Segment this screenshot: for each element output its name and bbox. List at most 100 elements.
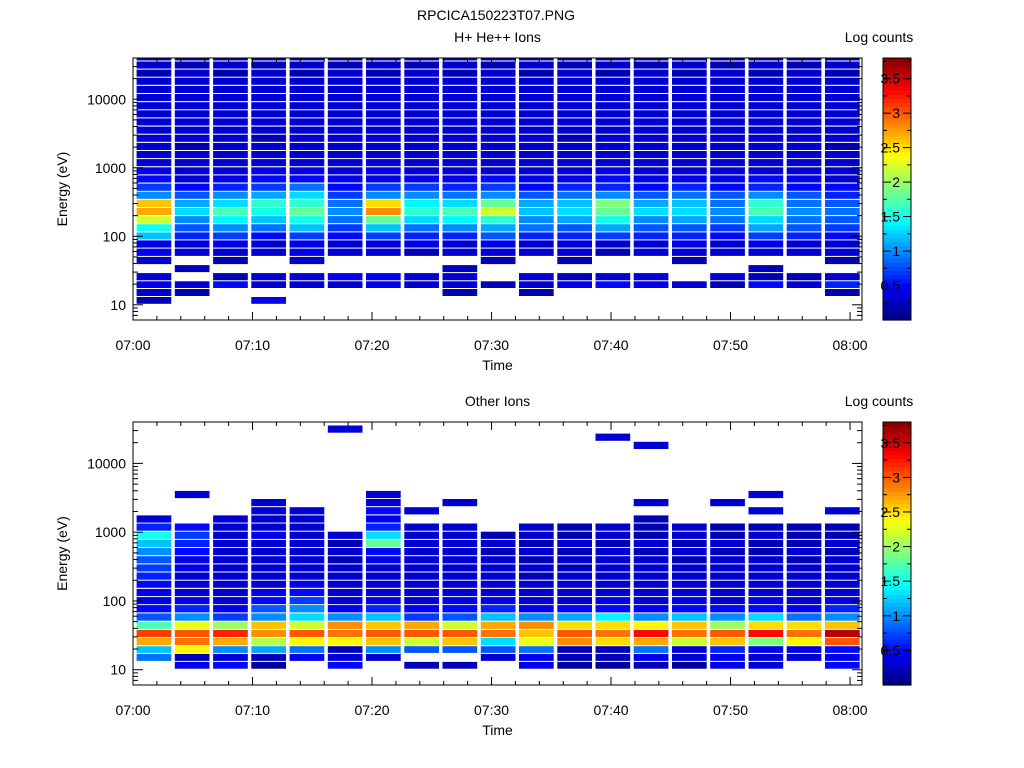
colorbar-segment bbox=[883, 643, 911, 649]
heatmap-cell bbox=[213, 597, 248, 605]
colorbar-segment bbox=[883, 287, 911, 292]
colorbar-tick-label: 1 bbox=[892, 243, 900, 259]
heatmap-cell bbox=[366, 118, 401, 126]
heatmap-cell bbox=[289, 653, 325, 661]
heatmap-cell bbox=[442, 580, 478, 588]
heatmap-cell bbox=[404, 102, 439, 110]
heatmap-cell bbox=[327, 85, 363, 93]
heatmap-cell bbox=[480, 142, 516, 150]
heatmap-cell bbox=[519, 564, 554, 572]
heatmap-cell bbox=[672, 110, 707, 118]
heatmap-cell bbox=[595, 646, 631, 653]
colorbar-segment bbox=[883, 454, 911, 460]
heatmap-cell bbox=[251, 597, 286, 605]
heatmap-cell bbox=[404, 564, 439, 572]
heatmap-cell bbox=[825, 539, 860, 548]
heatmap-cell bbox=[480, 564, 516, 572]
heatmap-cell bbox=[748, 281, 784, 288]
heatmap-cell bbox=[748, 564, 784, 572]
heatmap-cell bbox=[557, 646, 592, 653]
heatmap-cell bbox=[289, 248, 325, 256]
heatmap-cell bbox=[404, 175, 439, 183]
heatmap-cell bbox=[786, 126, 822, 134]
heatmap-cell bbox=[710, 281, 745, 288]
heatmap-cell bbox=[710, 556, 745, 564]
heatmap-cell bbox=[327, 580, 363, 588]
colorbar-tick-label: 1 bbox=[892, 608, 900, 624]
heatmap-cell bbox=[174, 621, 210, 629]
heatmap-cell bbox=[366, 159, 401, 167]
colorbar-segment bbox=[883, 438, 911, 444]
heatmap-cell bbox=[442, 556, 478, 564]
heatmap-cell bbox=[136, 531, 172, 539]
heatmap-cell bbox=[136, 110, 172, 118]
heatmap-cell bbox=[557, 191, 592, 199]
heatmap-cell bbox=[213, 110, 248, 118]
heatmap-cell bbox=[748, 175, 784, 183]
heatmap-cell bbox=[633, 531, 669, 539]
heatmap-cell bbox=[251, 556, 286, 564]
heatmap-cell bbox=[136, 621, 172, 629]
heatmap-cell bbox=[404, 232, 439, 240]
heatmap-cells bbox=[136, 425, 860, 669]
heatmap-cell bbox=[710, 167, 745, 175]
heatmap-cell bbox=[557, 134, 592, 142]
heatmap-cell bbox=[289, 613, 325, 621]
heatmap-cell bbox=[825, 126, 860, 134]
heatmap-cell bbox=[174, 613, 210, 621]
x-tick-label: 07:00 bbox=[115, 702, 150, 718]
colorbar-segment bbox=[883, 266, 911, 272]
heatmap-cell bbox=[672, 248, 707, 256]
heatmap-cell bbox=[595, 208, 631, 216]
heatmap-cell bbox=[825, 289, 860, 296]
colorbar-segment bbox=[883, 229, 911, 235]
heatmap-cell bbox=[289, 199, 325, 207]
heatmap-cell bbox=[633, 588, 669, 597]
heatmap-cell bbox=[519, 159, 554, 167]
heatmap-cell bbox=[213, 273, 248, 281]
heatmap-cell bbox=[366, 490, 401, 499]
heatmap-cell bbox=[136, 126, 172, 134]
colorbar-segment bbox=[883, 680, 911, 686]
heatmap-cell bbox=[366, 539, 401, 548]
colorbar-tick-label: 2 bbox=[892, 174, 900, 190]
heatmap-cell bbox=[327, 572, 363, 580]
heatmap-cell bbox=[174, 556, 210, 564]
colorbar-segment bbox=[883, 508, 911, 514]
heatmap-cell bbox=[213, 637, 248, 646]
heatmap-cell bbox=[174, 199, 210, 207]
heatmap-cell bbox=[557, 661, 592, 669]
heatmap-cell bbox=[480, 69, 516, 77]
heatmap-cell bbox=[174, 151, 210, 159]
heatmap-cell bbox=[366, 646, 401, 653]
colorbar-segment bbox=[883, 500, 911, 505]
heatmap-cell bbox=[327, 637, 363, 646]
plot-frame bbox=[132, 57, 863, 321]
y-tick-label: 1000 bbox=[95, 160, 126, 176]
heatmap-cell bbox=[519, 126, 554, 134]
heatmap-cell bbox=[519, 629, 554, 637]
heatmap-cell bbox=[825, 167, 860, 175]
heatmap-cell bbox=[366, 77, 401, 85]
colorbar-frame bbox=[882, 421, 912, 686]
heatmap-cell bbox=[595, 597, 631, 605]
heatmap-cell bbox=[289, 216, 325, 224]
heatmap-cell bbox=[366, 523, 401, 531]
heatmap-cell bbox=[825, 224, 860, 232]
x-tick-label: 07:10 bbox=[235, 702, 270, 718]
colorbar-segment bbox=[883, 148, 911, 153]
heatmap-cell bbox=[442, 273, 478, 281]
heatmap-cell bbox=[251, 102, 286, 110]
heatmap-cell bbox=[748, 240, 784, 248]
heatmap-cell bbox=[174, 661, 210, 669]
heatmap-cell bbox=[136, 142, 172, 150]
heatmap-cell bbox=[748, 118, 784, 126]
heatmap-cell bbox=[748, 191, 784, 199]
heatmap-cell bbox=[289, 507, 325, 515]
colorbar-frame bbox=[882, 57, 912, 321]
colorbar-segment bbox=[883, 594, 911, 600]
heatmap-cell bbox=[366, 597, 401, 605]
heatmap-cell bbox=[404, 77, 439, 85]
heatmap-cell bbox=[519, 69, 554, 77]
heatmap-cell bbox=[825, 572, 860, 580]
